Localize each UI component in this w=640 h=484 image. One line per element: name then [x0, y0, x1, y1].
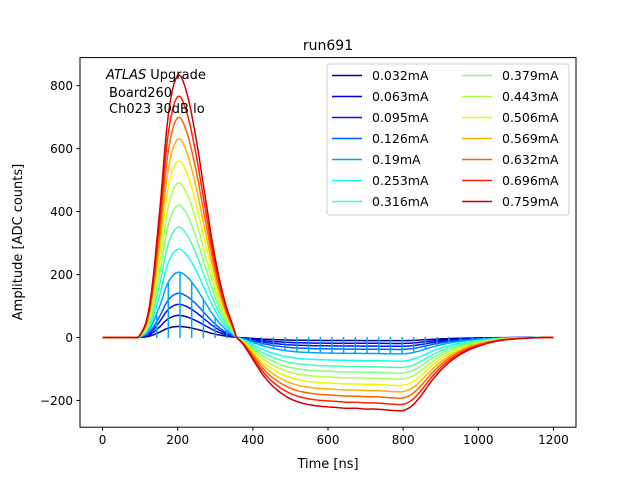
series-line-0.253mA: [102, 248, 554, 362]
atlas-annotation: ATLAS Upgrade Board260 Ch023 30dB lo: [105, 68, 206, 117]
legend-label: 0.379mA: [502, 68, 559, 83]
legend-label: 0.063mA: [372, 89, 429, 104]
legend-label: 0.569mA: [502, 131, 559, 146]
legend-label: 0.032mA: [372, 68, 429, 83]
legend-label: 0.095mA: [372, 110, 429, 125]
series-line-0.506mA: [102, 160, 554, 387]
legend-label: 0.443mA: [502, 89, 559, 104]
y-tick-label: 600: [50, 142, 73, 156]
channel-label: Ch023 30dB lo: [109, 102, 205, 117]
board-label: Board260: [109, 86, 172, 101]
atlas-label: ATLAS: [105, 68, 146, 83]
plot-lines: [102, 74, 554, 412]
y-tick-label: 200: [50, 268, 73, 282]
y-axis: −200 0 200 400 600 800: [40, 79, 80, 408]
series-line-0.759mA: [102, 74, 554, 412]
chart-title: run691: [303, 38, 353, 54]
x-tick-label: 400: [241, 433, 264, 447]
upgrade-label: Upgrade: [150, 68, 206, 83]
x-tick-label: 1200: [538, 433, 569, 447]
x-axis: 0 200 400 600 800 1000 1200: [99, 427, 569, 447]
legend-label: 0.632mA: [502, 152, 559, 167]
legend-label: 0.253mA: [372, 173, 429, 188]
series-line-0.632mA: [102, 116, 554, 400]
x-tick-label: 600: [317, 433, 340, 447]
legend-label: 0.126mA: [372, 131, 429, 146]
series-line-0.379mA: [102, 204, 554, 374]
x-axis-label: Time [ns]: [296, 457, 358, 472]
y-tick-label: 0: [65, 331, 73, 345]
x-tick-label: 200: [166, 433, 189, 447]
y-tick-label: 400: [50, 205, 73, 219]
y-tick-label: −200: [40, 394, 73, 408]
legend-label: 0.696mA: [502, 173, 559, 188]
legend-label: 0.759mA: [502, 194, 559, 209]
series-line-0.19mA: [102, 271, 554, 355]
legend: 0.032mA 0.063mA 0.095mA 0.126mA 0.19mA 0.253m…: [326, 63, 570, 216]
y-axis-label: Amplitude [ADC counts]: [11, 164, 26, 320]
y-tick-label: 800: [50, 79, 73, 93]
x-tick-label: 1000: [463, 433, 494, 447]
x-tick-label: 800: [392, 433, 415, 447]
legend-label: 0.316mA: [372, 194, 429, 209]
x-tick-label: 0: [99, 433, 107, 447]
legend-label: 0.506mA: [502, 110, 559, 125]
legend-label: 0.19mA: [372, 152, 421, 167]
